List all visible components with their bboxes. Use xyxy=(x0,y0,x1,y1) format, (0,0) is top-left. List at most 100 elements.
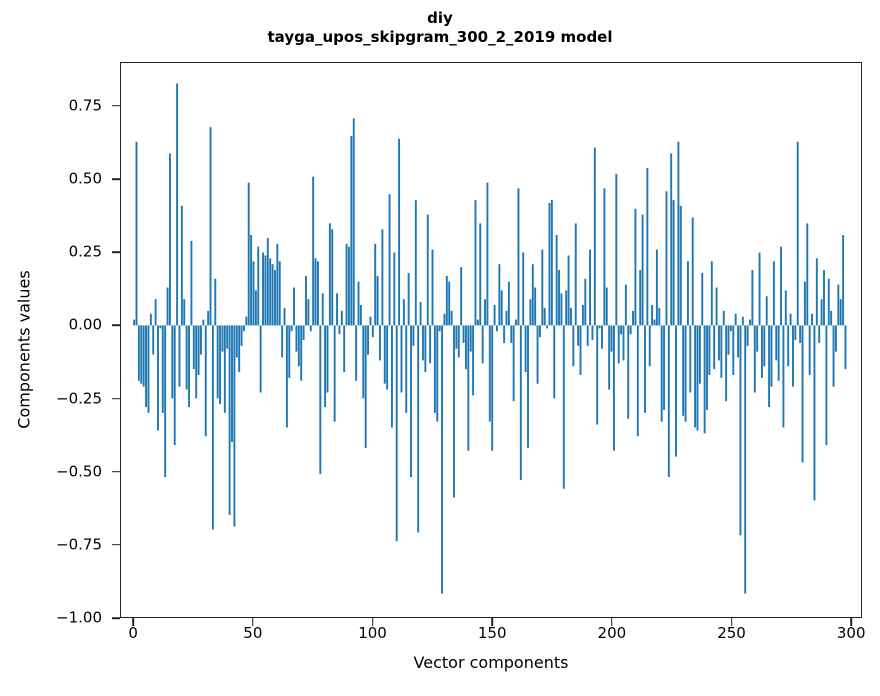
bar xyxy=(462,325,465,343)
bar xyxy=(665,191,668,326)
bar xyxy=(450,310,453,326)
bar xyxy=(200,325,202,355)
x-tick-label: 250 xyxy=(717,624,746,642)
bar xyxy=(524,325,527,373)
bar xyxy=(744,325,747,594)
bar xyxy=(725,325,728,402)
bar xyxy=(164,325,167,478)
bar xyxy=(441,325,444,594)
bar xyxy=(620,325,623,335)
bar xyxy=(617,325,620,364)
bar xyxy=(211,325,214,530)
bar xyxy=(383,325,386,384)
bar xyxy=(560,293,563,326)
bar xyxy=(818,325,821,343)
bar xyxy=(799,325,802,343)
bar xyxy=(197,325,200,375)
bar xyxy=(414,200,417,326)
bar xyxy=(183,299,186,326)
bar xyxy=(823,270,825,326)
bar xyxy=(720,325,723,378)
bar xyxy=(348,246,350,326)
bar xyxy=(445,275,448,326)
bar xyxy=(345,243,348,326)
bar xyxy=(140,325,143,384)
bar xyxy=(331,229,334,326)
bar xyxy=(285,325,288,428)
bar xyxy=(137,325,140,381)
bar xyxy=(500,290,503,326)
bar xyxy=(147,325,150,413)
bar xyxy=(443,313,446,326)
bar xyxy=(648,325,651,367)
bar xyxy=(350,135,353,326)
bar xyxy=(686,261,689,326)
bar xyxy=(457,325,460,358)
bar xyxy=(756,325,759,352)
bar xyxy=(834,325,837,352)
bar xyxy=(701,272,704,326)
bar xyxy=(379,325,381,361)
bar xyxy=(758,252,761,326)
bar xyxy=(780,246,782,326)
bar xyxy=(486,182,489,326)
bar xyxy=(519,325,522,480)
bar xyxy=(390,325,393,428)
bar xyxy=(135,141,138,326)
bar xyxy=(792,325,794,387)
bar xyxy=(271,264,274,326)
x-tick-label: 100 xyxy=(358,624,387,642)
bar xyxy=(710,261,713,326)
bar xyxy=(675,325,677,457)
bar xyxy=(157,325,159,431)
bar xyxy=(250,235,253,326)
bar xyxy=(290,325,293,332)
bar xyxy=(813,325,816,501)
plot-area xyxy=(120,62,862,618)
bar xyxy=(176,83,179,326)
bar xyxy=(596,325,599,425)
bar xyxy=(591,325,594,340)
x-tick-mark xyxy=(850,618,853,626)
y-tick-mark xyxy=(112,544,120,546)
bar xyxy=(352,118,355,326)
bar xyxy=(161,325,164,413)
bar xyxy=(133,319,136,326)
bar xyxy=(827,278,830,326)
bar xyxy=(195,325,198,399)
bar xyxy=(484,299,486,326)
x-tick-label: 200 xyxy=(597,624,627,642)
bar xyxy=(653,319,656,326)
bar xyxy=(796,141,799,326)
bar xyxy=(672,200,675,326)
bar xyxy=(808,325,811,375)
bar xyxy=(527,325,529,448)
bar xyxy=(577,325,580,346)
bar xyxy=(297,325,300,367)
bar xyxy=(235,325,238,358)
bar xyxy=(154,299,157,326)
bar xyxy=(469,325,472,352)
bar xyxy=(534,287,537,326)
bar xyxy=(359,305,362,326)
bar xyxy=(488,325,491,422)
bar xyxy=(655,249,658,326)
bar xyxy=(749,319,751,326)
bar xyxy=(400,325,403,393)
bar xyxy=(367,325,370,355)
bar xyxy=(474,200,477,326)
bar xyxy=(608,325,611,390)
bar xyxy=(612,325,615,451)
bar xyxy=(670,153,673,326)
bar xyxy=(226,325,229,349)
bar xyxy=(321,293,324,326)
bar xyxy=(402,299,405,326)
bar xyxy=(328,223,331,326)
bar xyxy=(777,325,780,381)
bar xyxy=(562,325,565,489)
bar xyxy=(242,325,245,332)
bar xyxy=(302,325,305,340)
x-tick-label: 150 xyxy=(477,624,507,642)
bar xyxy=(166,287,169,326)
